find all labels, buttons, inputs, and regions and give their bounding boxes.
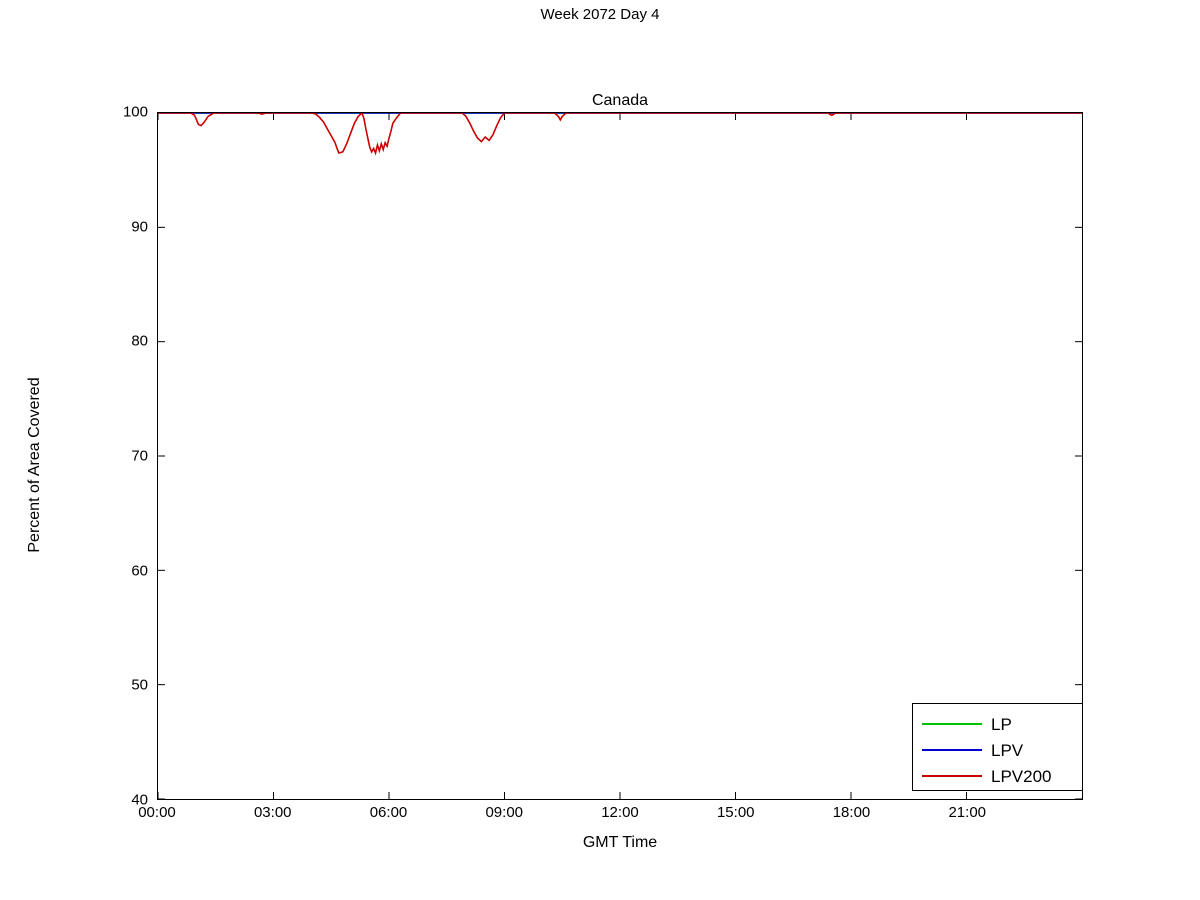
legend-item-lpv200[interactable]: LPV200 xyxy=(913,762,1084,790)
y-tick-label: 80 xyxy=(131,332,148,350)
legend-swatch-lp xyxy=(922,723,982,725)
data-series-group xyxy=(158,113,1082,153)
legend-item-lpv[interactable]: LPV xyxy=(913,736,1084,764)
plot-svg xyxy=(158,113,1082,799)
y-axis-tick-labels: 40 50 60 70 80 90 100 xyxy=(86,104,148,809)
y-tick-marks xyxy=(158,113,1082,799)
legend-label: LPV200 xyxy=(991,766,1052,786)
plot-area xyxy=(157,112,1083,800)
y-tick-label: 40 xyxy=(131,791,148,809)
x-axis-label: GMT Time xyxy=(582,834,658,851)
x-tick-label: 21:00 xyxy=(948,804,987,821)
series-line-lpv200 xyxy=(158,113,1082,153)
legend-swatch-lpv xyxy=(922,749,982,751)
x-axis-tick-labels: 00:00 03:00 06:00 09:00 12:00 15:00 18:00 21:00 xyxy=(138,804,1083,828)
legend-box[interactable]: LP LPV LPV200 xyxy=(912,703,1083,791)
y-tick-label: 90 xyxy=(131,218,148,236)
x-tick-label: 09:00 xyxy=(485,804,524,821)
legend-item-lp[interactable]: LP xyxy=(913,710,1084,738)
legend-swatch-lpv200 xyxy=(922,775,982,777)
x-tick-label: 00:00 xyxy=(138,804,176,821)
x-tick-label: 15:00 xyxy=(716,804,755,821)
axes-title-line-1: Canada xyxy=(591,92,649,109)
y-tick-label: 70 xyxy=(131,447,148,465)
y-tick-label: 60 xyxy=(131,562,148,580)
y-tick-label: 100 xyxy=(122,103,148,121)
x-tick-label: 18:00 xyxy=(832,804,871,821)
x-tick-label: 03:00 xyxy=(253,804,292,821)
figure-suptitle: Week 2072 Day 4 xyxy=(540,6,660,23)
legend-label: LP xyxy=(991,714,1012,734)
y-axis-label: Percent of Area Covered xyxy=(26,377,43,553)
x-tick-marks xyxy=(158,113,967,799)
legend-label: LPV xyxy=(991,740,1024,760)
x-tick-label: 06:00 xyxy=(369,804,408,821)
x-tick-label: 12:00 xyxy=(601,804,639,821)
y-tick-label: 50 xyxy=(131,676,148,694)
